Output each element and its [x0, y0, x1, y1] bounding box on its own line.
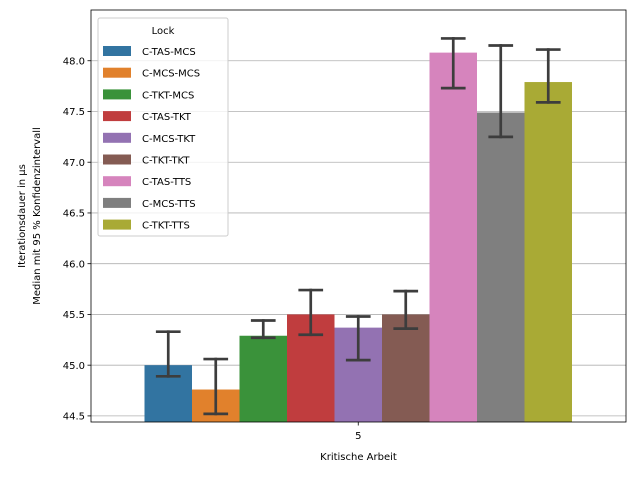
x-axis-label: Kritische Arbeit	[320, 452, 397, 463]
bar-C-TKT-TKT	[382, 314, 430, 422]
legend-label: C-TKT-TKT	[142, 156, 190, 167]
error-bar-C-TAS-TKT	[298, 288, 324, 337]
legend-swatch	[103, 154, 131, 165]
y-axis-label-line-1: Iterationsdauer in µs	[17, 164, 28, 268]
legend-swatch	[103, 89, 131, 100]
legend-item-C-MCS-TTS: C-MCS-TTS	[103, 197, 196, 210]
y-tick-label-4: 46.5	[63, 209, 85, 220]
error-bar-C-TAS-MCS	[155, 330, 181, 378]
legend-item-C-TAS-MCS: C-TAS-MCS	[103, 46, 196, 58]
legend-swatch	[103, 132, 131, 143]
bar-C-TKT-MCS	[239, 335, 287, 422]
legend-swatch	[103, 176, 131, 187]
legend-title: Lock	[152, 26, 175, 37]
legend-swatch	[103, 46, 131, 56]
x-tick-label: 5	[355, 431, 361, 442]
legend-label: C-MCS-MCS	[142, 69, 200, 80]
y-axis-label-line-2: Median mit 95 % Konfidenzintervall	[32, 127, 43, 305]
y-axis: 44.5 45.0 45.5 46.0 46.5 47.0 47.5 48.0	[63, 56, 91, 423]
legend-swatch	[103, 67, 131, 78]
legend-item-C-TAS-TKT: C-TAS-TKT	[103, 111, 192, 123]
legend-label: C-TKT-TTS	[142, 221, 190, 232]
legend-item-C-TKT-MCS: C-TKT-MCS	[103, 89, 194, 101]
legend-label: C-MCS-TTS	[142, 199, 196, 210]
y-axis-label: Iterationsdauer in µs Median mit 95 % Ko…	[17, 127, 43, 305]
legend-swatch	[103, 111, 131, 122]
legend-item-C-MCS-TKT: C-MCS-TKT	[103, 132, 196, 145]
legend-label: C-TAS-MCS	[142, 47, 196, 58]
legend-label: C-TAS-TTS	[142, 177, 191, 188]
legend-item-C-MCS-MCS: C-MCS-MCS	[103, 67, 200, 80]
error-bar-C-MCS-TKT	[345, 315, 371, 362]
bar-C-TAS-TTS	[429, 52, 477, 422]
bar-C-TKT-TTS	[524, 82, 572, 423]
y-tick-label-1: 45.0	[63, 361, 85, 372]
legend-items: C-TAS-MCS C-MCS-MCS C-TKT-MCS C-TAS-TKT C-MC…	[103, 46, 200, 232]
error-bar-C-TKT-TTS	[535, 48, 561, 104]
legend-item-C-TAS-TTS: C-TAS-TTS	[103, 176, 191, 188]
legend: Lock C-TAS-MCS C-MCS-MCS C-TKT-MCS C-TAS-TK…	[97, 17, 229, 237]
legend-swatch	[103, 197, 131, 208]
y-tick-label-3: 46.0	[63, 259, 85, 270]
legend-label: C-TKT-MCS	[142, 90, 194, 101]
x-axis: 5 Kritische Arbeit	[320, 422, 397, 463]
error-bars	[155, 37, 561, 416]
error-bar-C-TAS-TTS	[440, 37, 466, 90]
y-tick-label-2: 45.5	[63, 310, 85, 321]
error-bar-C-MCS-MCS	[203, 357, 229, 416]
error-bar-C-TKT-TKT	[393, 289, 419, 330]
error-bar-C-MCS-TTS	[488, 44, 514, 139]
legend-swatch	[103, 219, 131, 230]
y-tick-label-0: 44.5	[63, 412, 85, 423]
legend-item-C-TKT-TKT: C-TKT-TKT	[103, 154, 190, 167]
y-tick-label-6: 47.5	[63, 107, 85, 118]
legend-label: C-TAS-TKT	[142, 112, 192, 123]
y-tick-label-7: 48.0	[63, 56, 85, 67]
legend-label: C-MCS-TKT	[142, 134, 196, 145]
y-tick-label-5: 47.0	[63, 158, 85, 169]
error-bar-C-TKT-MCS	[250, 319, 276, 340]
bar-C-MCS-TTS	[477, 112, 525, 422]
legend-item-C-TKT-TTS: C-TKT-TTS	[103, 219, 190, 232]
